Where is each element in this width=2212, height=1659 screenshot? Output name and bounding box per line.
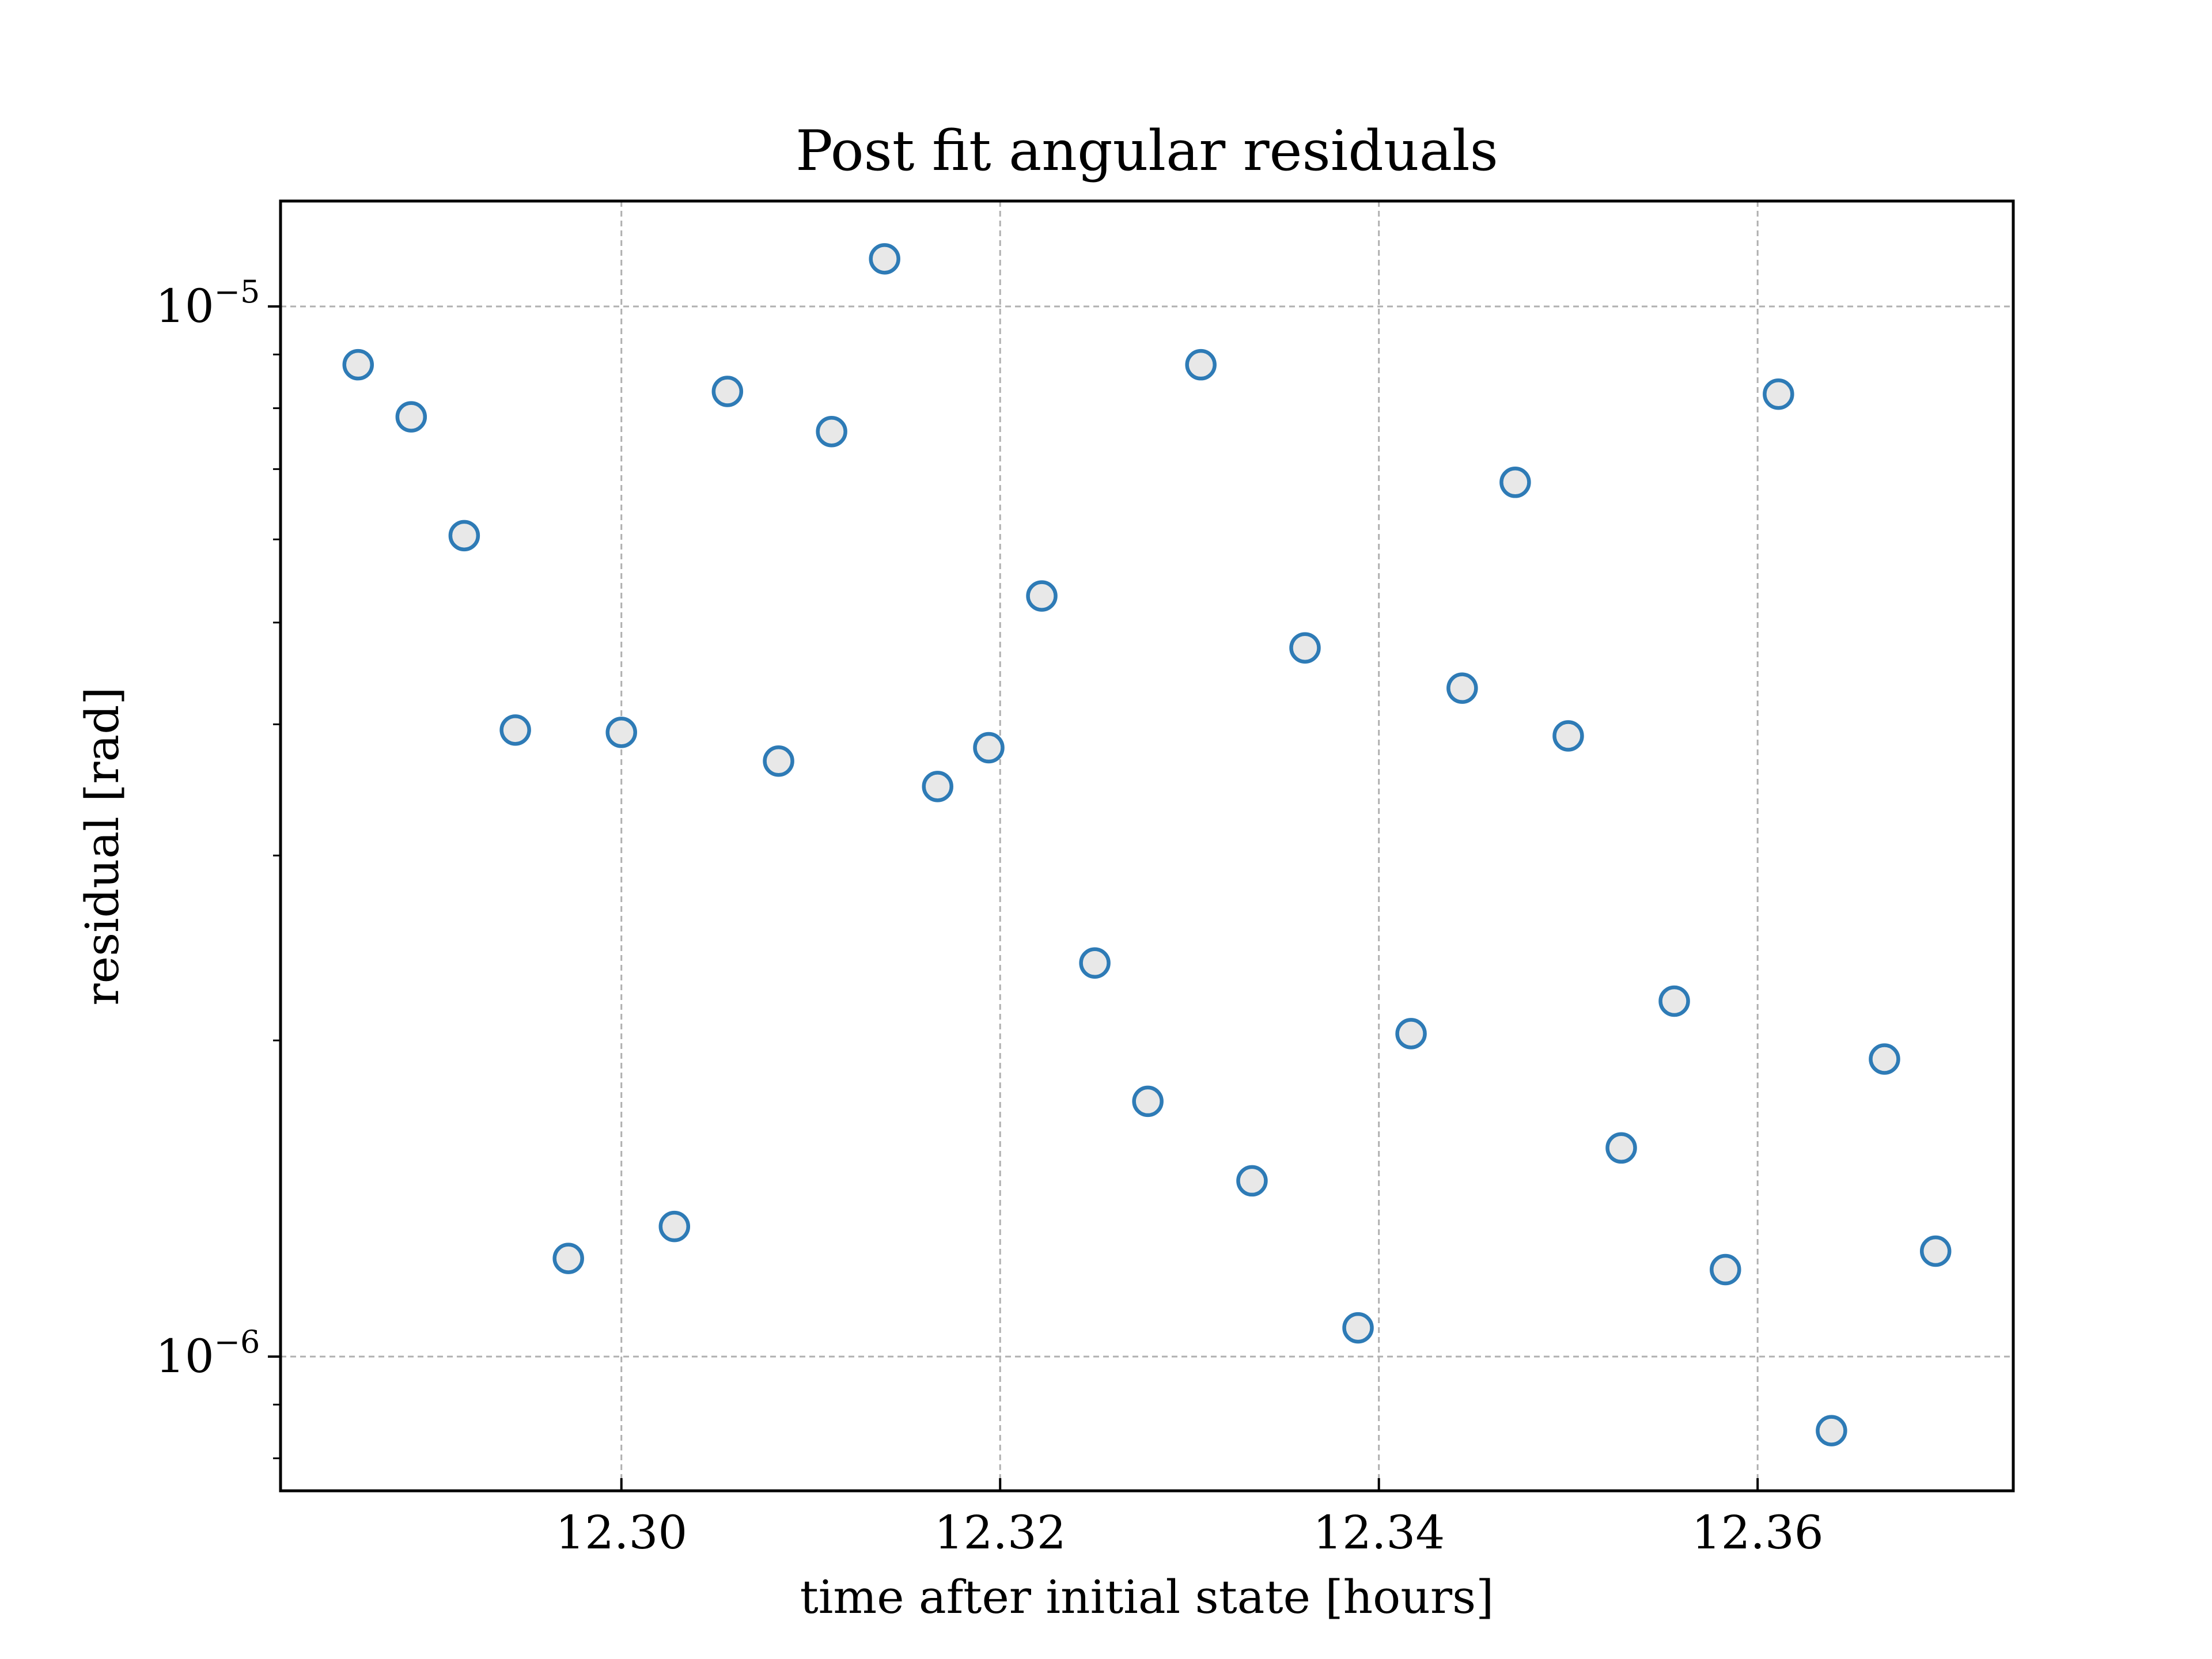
data-point xyxy=(1236,1165,1268,1197)
data-point xyxy=(711,376,744,407)
x-tick-label: 12.34 xyxy=(1313,1506,1445,1559)
x-tick-label: 12.32 xyxy=(934,1506,1066,1559)
data-point xyxy=(1289,632,1321,664)
data-point xyxy=(1499,467,1531,498)
data-point xyxy=(1079,947,1111,979)
grid-lines xyxy=(281,201,2013,1491)
plot-frame xyxy=(279,199,2015,1493)
x-axis-label: time after initial state [hours] xyxy=(800,1570,1494,1624)
data-point xyxy=(605,717,637,748)
data-point xyxy=(1132,1085,1164,1118)
y-tick-label: 10−6 xyxy=(156,1324,260,1383)
data-point xyxy=(395,401,427,433)
x-tick-label: 12.36 xyxy=(1692,1506,1824,1559)
data-point xyxy=(1919,1235,1952,1267)
data-point xyxy=(1816,1415,1847,1446)
data-point xyxy=(552,1243,584,1274)
data-point xyxy=(1395,1018,1427,1050)
chart-title: Post fit angular residuals xyxy=(796,119,1498,183)
data-point xyxy=(1605,1132,1637,1164)
data-point xyxy=(448,520,480,552)
data-point xyxy=(1869,1043,1900,1075)
data-point xyxy=(342,349,374,381)
data-point xyxy=(1710,1253,1741,1286)
data-point xyxy=(922,771,953,802)
y-axis-label: residual [rad] xyxy=(75,687,129,1005)
axis-ticks: 12.30 12.32 12.34 12.36 10−6 10−5 xyxy=(156,274,1824,1559)
x-tick-label: 12.30 xyxy=(555,1506,687,1559)
data-point xyxy=(816,415,847,448)
data-point xyxy=(973,732,1005,764)
data-point xyxy=(1026,580,1058,612)
data-point xyxy=(1185,349,1217,381)
data-point xyxy=(1342,1312,1374,1344)
data-point xyxy=(499,714,531,746)
data-point xyxy=(869,243,900,275)
data-point xyxy=(763,745,794,777)
data-point xyxy=(1552,720,1584,752)
data-point xyxy=(658,1210,691,1243)
data-point xyxy=(1763,378,1794,410)
data-point xyxy=(1446,672,1478,704)
data-point xyxy=(1658,985,1690,1017)
y-tick-label: 10−5 xyxy=(156,274,260,333)
data-points xyxy=(342,243,1952,1446)
